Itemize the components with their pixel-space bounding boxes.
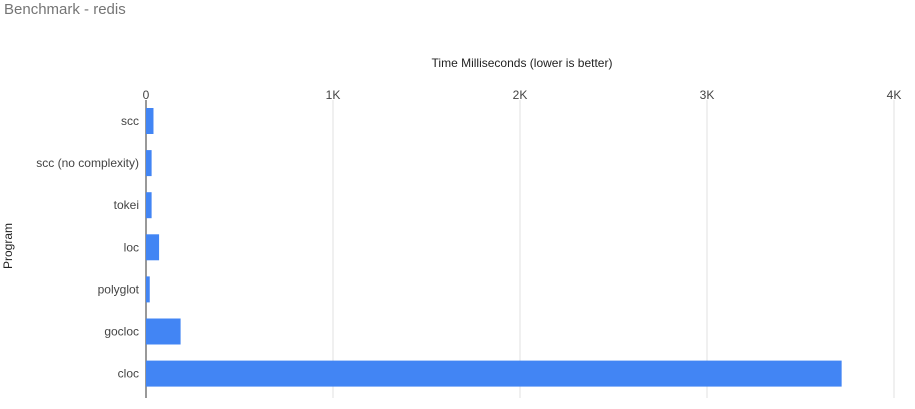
bar[interactable] bbox=[146, 360, 842, 387]
chart-title: Benchmark - redis bbox=[4, 1, 126, 18]
x-tick-label: 3K bbox=[700, 88, 715, 102]
x-tick-label: 2K bbox=[513, 88, 528, 102]
category-label: tokei bbox=[114, 198, 139, 212]
category-label: scc bbox=[121, 114, 139, 128]
category-label: loc bbox=[124, 240, 139, 254]
x-tick-label: 4K bbox=[887, 88, 902, 102]
bar[interactable] bbox=[146, 234, 160, 261]
category-label: scc (no complexity) bbox=[36, 156, 139, 170]
bar[interactable] bbox=[146, 276, 150, 303]
category-label: gocloc bbox=[104, 325, 139, 339]
x-tick-label: 0 bbox=[143, 88, 150, 102]
bar[interactable] bbox=[146, 192, 152, 219]
x-tick-label: 1K bbox=[326, 88, 341, 102]
x-tick-labels: 0 1K 2K 3K 4K bbox=[143, 88, 902, 102]
bars bbox=[146, 108, 842, 387]
category-label: polyglot bbox=[98, 282, 140, 296]
bar[interactable] bbox=[146, 150, 152, 177]
gridlines bbox=[145, 100, 895, 398]
bar[interactable] bbox=[146, 108, 154, 134]
category-label: cloc bbox=[118, 367, 139, 381]
category-labels: scc scc (no complexity) tokei loc polyglot go… bbox=[36, 114, 139, 381]
x-axis-title: Time Milliseconds (lower is better) bbox=[432, 56, 613, 70]
bar[interactable] bbox=[146, 318, 181, 345]
y-axis-title: Program bbox=[1, 223, 15, 269]
